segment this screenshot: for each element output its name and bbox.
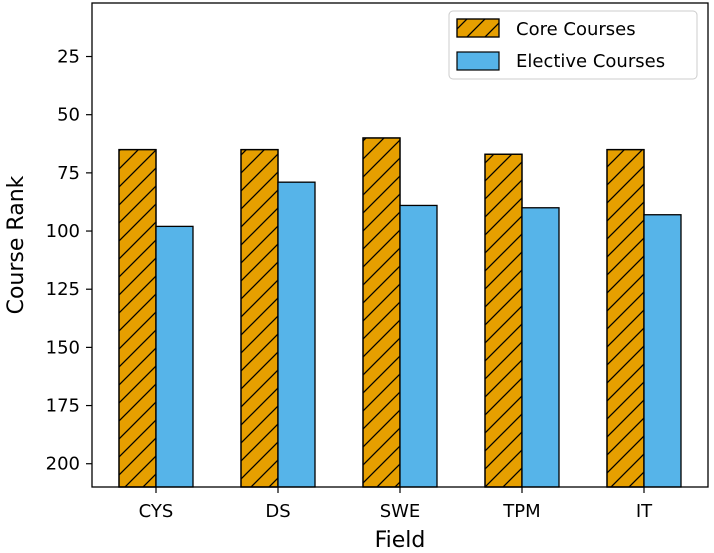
plot-frame: [91, 2, 709, 488]
x-tick-label: TPM: [502, 501, 540, 522]
y-tick-label: 25: [57, 47, 80, 68]
y-tick-label: 100: [46, 221, 80, 242]
bar-it-elective: [643, 214, 682, 488]
x-tick-label: SWE: [380, 501, 421, 522]
y-tick-label: 125: [46, 279, 80, 300]
y-tick-label: 200: [46, 454, 80, 475]
bar-cys-elective: [155, 225, 194, 488]
bar-tpm-elective: [521, 207, 560, 488]
y-axis-title: Course Rank: [4, 175, 29, 314]
x-axis-ticks: CYS DS SWE TPM IT: [139, 487, 653, 522]
y-tick-label: 50: [57, 105, 80, 126]
legend-swatch-core-hatch: [456, 18, 500, 38]
legend-frame: [448, 10, 698, 80]
x-tick-label: CYS: [139, 501, 174, 522]
x-tick-label: IT: [636, 501, 653, 522]
y-axis-ticks: 25 50 75 100 125 150 175 200: [46, 47, 92, 475]
x-axis-title: Field: [375, 528, 426, 553]
x-tick-label: DS: [265, 501, 290, 522]
bar-hatch-ds-core: [240, 148, 279, 488]
y-tick-label: 175: [46, 396, 80, 417]
bar-swe-elective: [399, 204, 438, 488]
legend-swatch-elective: [456, 51, 500, 71]
bar-hatch-cys-core: [118, 148, 157, 488]
legend: Core Courses Elective Courses: [448, 10, 698, 80]
bars-group: [118, 137, 682, 488]
legend-label-core: Core Courses: [516, 19, 636, 40]
bar-hatch-it-core: [606, 148, 645, 488]
legend-label-elective: Elective Courses: [516, 51, 665, 72]
y-tick-label: 75: [57, 163, 80, 184]
y-tick-label: 150: [46, 337, 80, 358]
bar-hatch-tpm-core: [484, 153, 523, 488]
bar-hatch-swe-core: [362, 137, 401, 488]
bar-ds-elective: [277, 181, 316, 488]
